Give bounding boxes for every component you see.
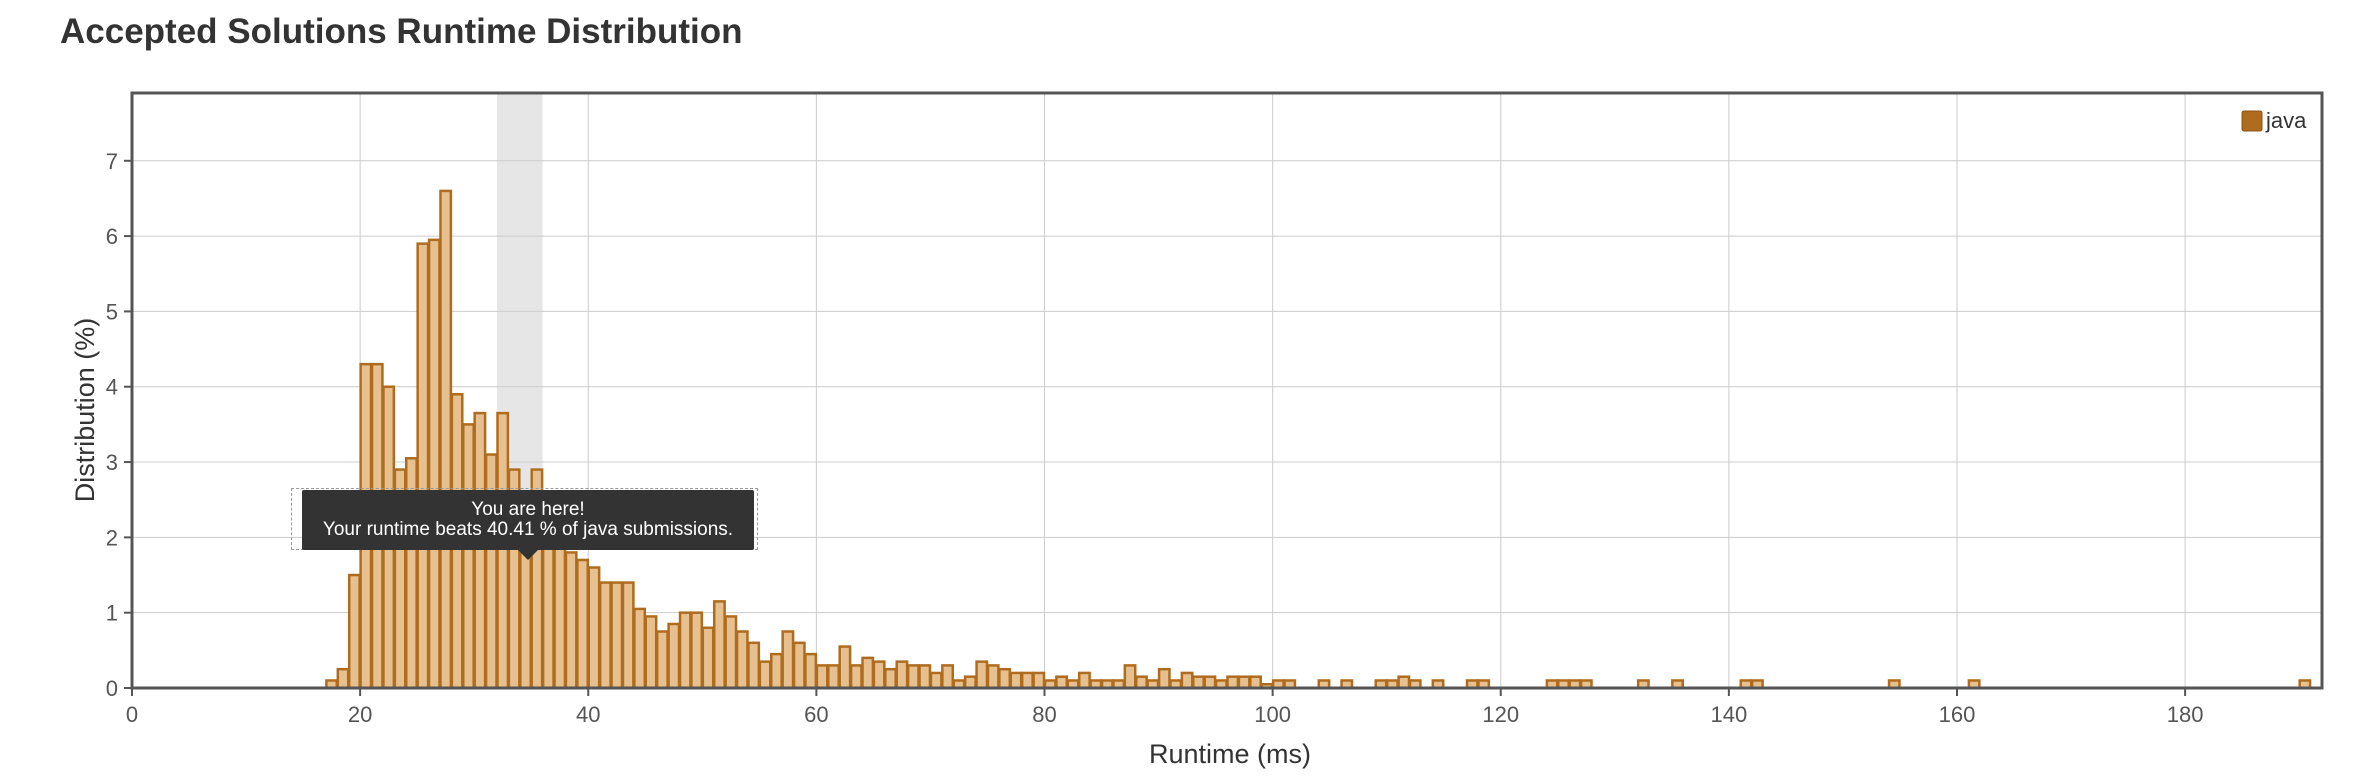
- histogram-bar[interactable]: [998, 667, 1012, 690]
- histogram-bar[interactable]: [655, 630, 669, 690]
- histogram-bar[interactable]: [496, 411, 510, 690]
- histogram-bar[interactable]: [1203, 675, 1217, 690]
- bars-layer: [325, 189, 2312, 690]
- histogram-bar[interactable]: [598, 581, 612, 690]
- histogram-bar[interactable]: [884, 667, 897, 690]
- frame-layer: [130, 91, 2324, 690]
- histogram-bar[interactable]: [473, 411, 487, 690]
- histogram-bar[interactable]: [1077, 671, 1091, 690]
- histogram-bar[interactable]: [1192, 675, 1205, 690]
- histogram-bar[interactable]: [895, 660, 909, 690]
- x-tick-label: 60: [804, 702, 828, 727]
- tooltip-line-2: Your runtime beats 40.41 % of java submi…: [322, 519, 734, 540]
- histogram-bar[interactable]: [416, 242, 430, 690]
- histogram-bar[interactable]: [815, 664, 829, 690]
- histogram-bar[interactable]: [929, 671, 943, 690]
- histogram-bar[interactable]: [735, 630, 749, 690]
- histogram-bar[interactable]: [747, 641, 761, 690]
- y-tick-label: 0: [106, 676, 118, 701]
- histogram-bar[interactable]: [712, 600, 726, 690]
- y-axis-label: Distribution (%): [70, 318, 100, 503]
- histogram-bar[interactable]: [804, 652, 818, 690]
- x-tick-label: 40: [576, 702, 600, 727]
- histogram-bar[interactable]: [781, 630, 795, 690]
- y-tick-label: 1: [106, 601, 118, 626]
- x-tick-label: 20: [348, 702, 372, 727]
- histogram-bar[interactable]: [872, 660, 886, 690]
- histogram-bar[interactable]: [963, 675, 977, 690]
- histogram-bar[interactable]: [690, 611, 704, 690]
- x-tick-label: 100: [1254, 702, 1291, 727]
- plot-frame: [130, 91, 2324, 690]
- histogram-bar[interactable]: [906, 664, 920, 690]
- histogram-bar[interactable]: [724, 615, 738, 690]
- histogram-bar[interactable]: [678, 611, 692, 690]
- histogram-bar[interactable]: [770, 652, 783, 690]
- tooltip-line-1: You are here!: [471, 499, 585, 520]
- tooltip-arrow: [518, 550, 538, 560]
- x-tick-label: 180: [2167, 702, 2204, 727]
- x-tick-label: 120: [1482, 702, 1519, 727]
- histogram-bar[interactable]: [918, 664, 932, 690]
- histogram-bar[interactable]: [986, 664, 1000, 690]
- histogram-bar[interactable]: [1009, 671, 1023, 690]
- y-tick-label: 6: [106, 224, 118, 249]
- y-tick-label: 2: [106, 525, 118, 550]
- histogram-bar[interactable]: [610, 581, 624, 690]
- histogram-bar[interactable]: [336, 667, 350, 690]
- legend-label: java: [2265, 108, 2307, 133]
- legend[interactable]: java: [2241, 108, 2307, 133]
- histogram-bar[interactable]: [439, 189, 453, 690]
- histogram-bar[interactable]: [1226, 675, 1240, 690]
- histogram-bar[interactable]: [1020, 671, 1034, 690]
- x-axis-label: Runtime (ms): [1149, 739, 1311, 769]
- legend-swatch: [2241, 110, 2263, 132]
- histogram-bar[interactable]: [667, 622, 681, 690]
- histogram-bar[interactable]: [792, 641, 806, 690]
- histogram-bar[interactable]: [1237, 675, 1251, 690]
- histogram-bar[interactable]: [347, 573, 361, 690]
- runtime-tooltip: You are here! Your runtime beats 40.41 %…: [302, 490, 754, 550]
- histogram-bar[interactable]: [1157, 667, 1171, 690]
- x-tick-label: 80: [1032, 702, 1056, 727]
- histogram-bar[interactable]: [427, 238, 441, 690]
- histogram-bar[interactable]: [633, 607, 647, 690]
- histogram-bar[interactable]: [587, 566, 601, 690]
- histogram-bar[interactable]: [827, 664, 840, 690]
- y-tick-label: 4: [106, 375, 118, 400]
- histogram-bar[interactable]: [849, 664, 863, 690]
- y-tick-label: 3: [106, 450, 118, 475]
- histogram-bar[interactable]: [644, 615, 658, 690]
- histogram-bar[interactable]: [975, 660, 989, 690]
- x-tick-label: 140: [1711, 702, 1748, 727]
- histogram-bar[interactable]: [861, 656, 875, 690]
- histogram-bar[interactable]: [1055, 675, 1069, 690]
- histogram-bar[interactable]: [553, 543, 567, 690]
- x-tick-label: 0: [126, 702, 138, 727]
- histogram-bar[interactable]: [1032, 671, 1046, 690]
- histogram-bar[interactable]: [758, 660, 772, 690]
- histogram-bar[interactable]: [1397, 675, 1411, 690]
- histogram-bar[interactable]: [701, 626, 715, 690]
- chart-title: Accepted Solutions Runtime Distribution: [60, 12, 743, 51]
- histogram-bar[interactable]: [1249, 675, 1262, 690]
- histogram-bar[interactable]: [1123, 664, 1137, 690]
- histogram-bar[interactable]: [941, 664, 954, 690]
- histogram-bar[interactable]: [838, 645, 852, 690]
- histogram-bar[interactable]: [462, 423, 475, 690]
- ticks-layer: 0 20 40 60 80 100 120 140 160 180 0 1 2 3 4 5 6 7: [106, 149, 2204, 727]
- y-tick-label: 5: [106, 299, 118, 324]
- histogram-bar[interactable]: [1135, 675, 1148, 690]
- x-tick-label: 160: [1939, 702, 1976, 727]
- histogram-bar[interactable]: [621, 581, 635, 690]
- y-tick-label: 7: [106, 149, 118, 174]
- histogram-bar[interactable]: [564, 551, 578, 690]
- histogram-bar[interactable]: [1180, 671, 1194, 690]
- histogram-bar[interactable]: [576, 558, 589, 690]
